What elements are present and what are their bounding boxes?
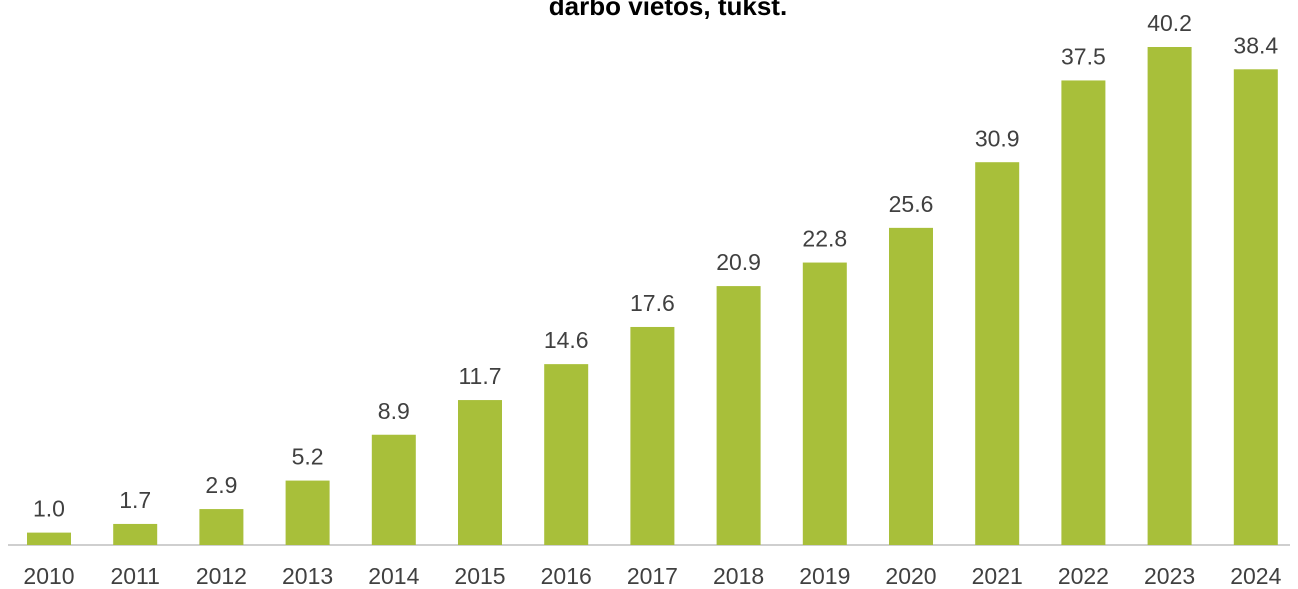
data-label: 14.6 (544, 327, 589, 353)
bar (1061, 80, 1106, 546)
bar (630, 326, 675, 545)
x-tick-label: 2016 (541, 563, 592, 589)
x-tick-label: 2022 (1058, 563, 1109, 589)
x-tick-label: 2019 (799, 563, 850, 589)
data-label: 1.7 (119, 487, 151, 513)
x-tick-label: 2015 (454, 563, 505, 589)
x-tick-label: 2010 (23, 563, 74, 589)
bar (371, 434, 416, 545)
bar (802, 262, 847, 545)
x-tick-label: 2017 (627, 563, 678, 589)
bar (975, 162, 1020, 545)
data-label: 8.9 (378, 398, 410, 424)
x-tick-label: 2012 (196, 563, 247, 589)
data-label: 17.6 (630, 290, 675, 316)
bar (716, 286, 761, 545)
bar (889, 227, 933, 546)
bar (199, 509, 244, 545)
data-label: 40.2 (1147, 10, 1192, 36)
bar (27, 532, 71, 545)
bar (113, 523, 158, 545)
x-tick-label: 2018 (713, 563, 764, 589)
data-label: 1.0 (33, 496, 65, 522)
x-tick-label: 2011 (110, 563, 159, 589)
data-label: 11.7 (458, 363, 501, 389)
x-tick-label: 2013 (282, 563, 333, 589)
data-label: 37.5 (1061, 44, 1106, 70)
data-label: 25.6 (889, 191, 934, 217)
bar (544, 364, 589, 545)
bar (1233, 69, 1278, 545)
x-tick-label: 2023 (1144, 563, 1195, 589)
x-tick-label: 2024 (1230, 563, 1281, 589)
data-label: 20.9 (716, 249, 761, 275)
data-label: 30.9 (975, 125, 1020, 151)
data-label: 22.8 (802, 226, 847, 252)
data-label: 38.4 (1233, 32, 1278, 58)
x-tick-label: 2014 (368, 563, 419, 589)
bar (1147, 47, 1192, 545)
data-label: 5.2 (292, 444, 324, 470)
data-label: 2.9 (205, 472, 237, 498)
bar (285, 480, 330, 545)
x-tick-label: 2020 (885, 563, 936, 589)
x-tick-label: 2021 (972, 563, 1023, 589)
chart-title: darbo vietos, tūkst. (549, 0, 787, 21)
bar (458, 400, 502, 545)
